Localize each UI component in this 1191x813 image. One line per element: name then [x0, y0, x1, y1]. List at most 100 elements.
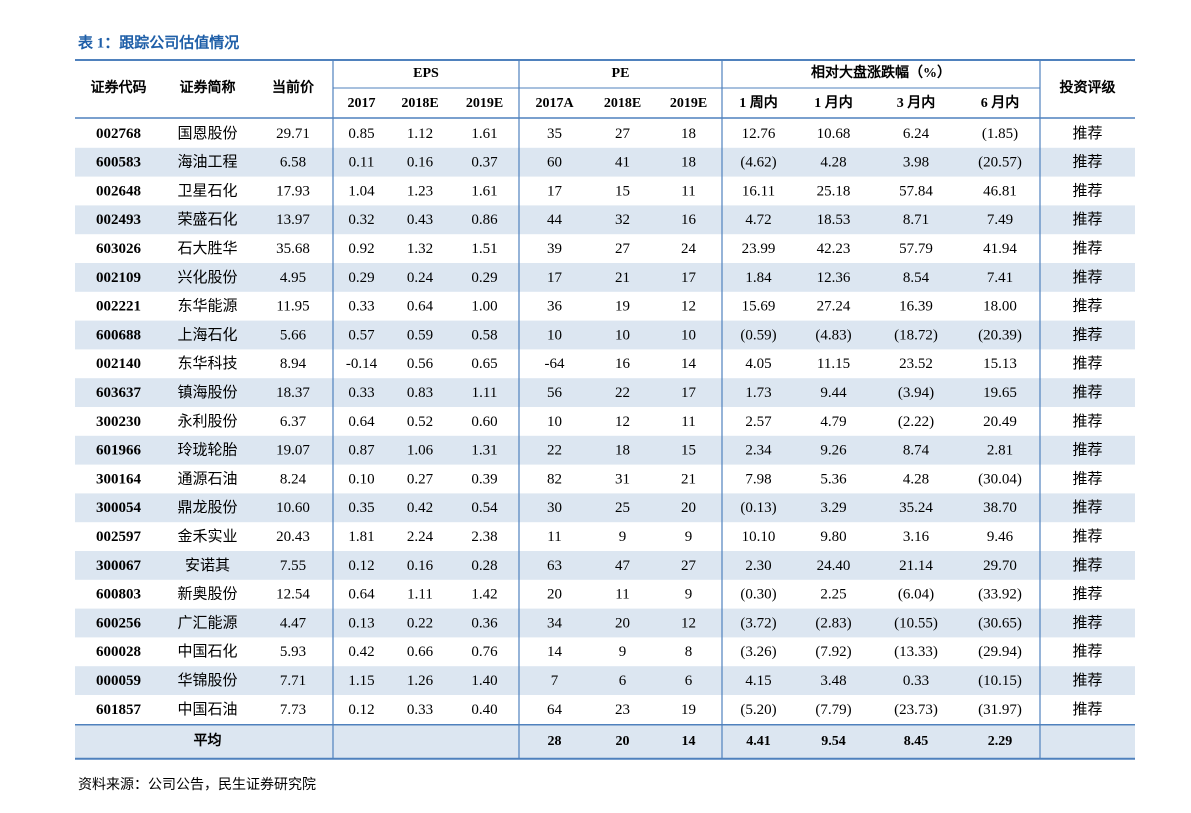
- avg-label: 平均: [194, 732, 222, 749]
- cell: 12: [681, 299, 696, 315]
- cell: 9.80: [820, 529, 846, 545]
- cell: (23.73): [894, 702, 938, 718]
- cell: 推荐: [1072, 614, 1102, 631]
- cell: 2.57: [745, 414, 772, 430]
- cell: 0.29: [471, 270, 497, 286]
- cell: 60: [547, 155, 562, 171]
- cell: 7: [551, 673, 559, 689]
- cell: 4.95: [280, 270, 306, 286]
- avg-cell: 14: [682, 734, 696, 749]
- cell: 9: [685, 587, 693, 603]
- cell: 0.59: [407, 327, 433, 343]
- cell: 金禾实业: [177, 528, 237, 545]
- cell: 002140: [96, 356, 141, 372]
- cell: 2.34: [745, 443, 772, 459]
- cell: 35: [547, 126, 562, 142]
- cell: 42.23: [817, 241, 851, 257]
- cell: 鼎龙股份: [177, 499, 237, 516]
- cell: 12: [681, 615, 696, 631]
- cell: 2.25: [820, 587, 846, 603]
- cell: 推荐: [1072, 125, 1102, 142]
- cell: 4.79: [820, 414, 846, 430]
- cell: 0.52: [407, 414, 433, 430]
- cell: 18.53: [817, 212, 851, 228]
- cell: 9: [685, 529, 693, 545]
- cell: 推荐: [1072, 326, 1102, 343]
- cell: 25.18: [817, 183, 851, 199]
- cell: (7.92): [815, 644, 851, 660]
- sub-header: 2017A: [535, 96, 574, 111]
- cell: 8.54: [903, 270, 930, 286]
- cell: 0.11: [349, 155, 375, 171]
- cell: 0.35: [348, 500, 374, 516]
- cell: 27: [615, 241, 631, 257]
- cell: 20: [615, 615, 630, 631]
- header-cell: 投资评级: [1060, 79, 1117, 96]
- cell: 002221: [96, 299, 141, 315]
- cell: 4.15: [745, 673, 771, 689]
- cell: 18: [681, 155, 696, 171]
- cell: (18.72): [894, 327, 938, 343]
- cell: 0.12: [348, 702, 374, 718]
- cell: 6: [619, 673, 627, 689]
- cell: 0.64: [348, 414, 375, 430]
- cell: (30.04): [978, 471, 1022, 487]
- cell: (4.83): [815, 327, 851, 343]
- cell: 1.61: [471, 183, 497, 199]
- cell: 0.42: [407, 500, 433, 516]
- cell: 11.15: [817, 356, 850, 372]
- cell: 10: [681, 327, 696, 343]
- cell: 24.40: [817, 558, 851, 574]
- cell: 镇海股份: [177, 384, 237, 401]
- cell: 海油工程: [177, 154, 237, 171]
- cell: 35.24: [899, 500, 933, 516]
- cell: 29.71: [276, 126, 310, 142]
- cell: 0.92: [348, 241, 374, 257]
- cell: 10.60: [276, 500, 310, 516]
- cell: 7.73: [280, 702, 306, 718]
- sub-header: 2018E: [604, 96, 641, 111]
- table-title: 表 1：跟踪公司估值情况: [78, 33, 239, 51]
- cell: 0.22: [407, 615, 433, 631]
- cell: 12.76: [742, 126, 776, 142]
- cell: 推荐: [1072, 557, 1102, 574]
- cell: (7.79): [815, 702, 851, 718]
- cell: 推荐: [1072, 586, 1102, 603]
- cell: 荣盛石化: [177, 211, 237, 228]
- cell: 11: [681, 414, 695, 430]
- cell: 3.48: [820, 673, 846, 689]
- sub-header: 2017: [348, 96, 376, 111]
- cell: 11: [547, 529, 561, 545]
- cell: 002597: [96, 529, 142, 545]
- cell: 兴化股份: [177, 269, 237, 286]
- cell: 5.93: [280, 644, 306, 660]
- cell: 推荐: [1072, 154, 1102, 171]
- cell: 18.37: [276, 385, 310, 401]
- cell: 推荐: [1072, 384, 1102, 401]
- cell: 23.52: [899, 356, 933, 372]
- cell: 14: [547, 644, 563, 660]
- cell: 1.73: [745, 385, 771, 401]
- cell: 0.57: [348, 327, 375, 343]
- cell: 中国石化: [177, 643, 237, 660]
- cell: 20.49: [983, 414, 1017, 430]
- avg-cell: 9.54: [821, 734, 846, 749]
- cell: 2.24: [407, 529, 434, 545]
- row-shade: [75, 666, 1135, 695]
- cell: 2.81: [987, 443, 1013, 459]
- cell: 0.56: [407, 356, 434, 372]
- cell: 18: [681, 126, 696, 142]
- cell: 7.71: [280, 673, 306, 689]
- cell: 300230: [96, 414, 141, 430]
- cell: 0.16: [407, 558, 434, 574]
- cell: 0.33: [348, 385, 374, 401]
- row-shade: [75, 147, 1135, 177]
- cell: 21.14: [899, 558, 933, 574]
- cell: 石大胜华: [177, 240, 237, 257]
- cell: 推荐: [1072, 413, 1102, 430]
- cell: 3.29: [820, 500, 846, 516]
- cell: 华锦股份: [177, 672, 237, 689]
- cell: 7.55: [280, 558, 306, 574]
- cell: 11: [615, 587, 629, 603]
- header-cell: 证券简称: [180, 79, 236, 96]
